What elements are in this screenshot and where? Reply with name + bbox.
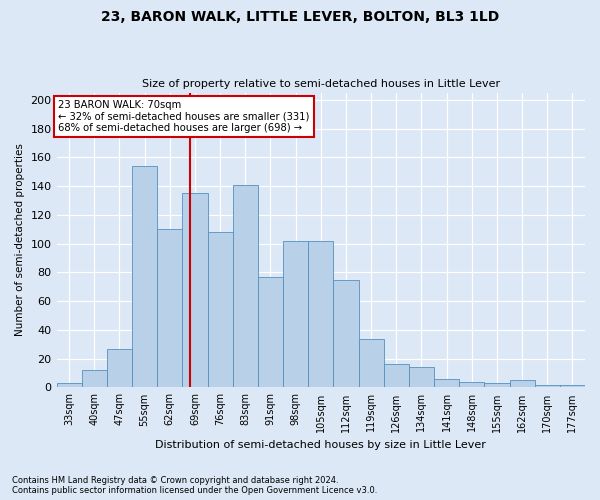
Bar <box>459 382 484 388</box>
Bar <box>107 348 132 388</box>
Bar <box>258 276 283 388</box>
Bar <box>434 379 459 388</box>
Bar <box>535 384 560 388</box>
Bar <box>308 240 334 388</box>
Bar <box>484 383 509 388</box>
Bar <box>409 368 434 388</box>
Bar <box>560 384 585 388</box>
Y-axis label: Number of semi-detached properties: Number of semi-detached properties <box>15 144 25 336</box>
Bar <box>56 383 82 388</box>
Bar <box>283 240 308 388</box>
Bar <box>334 280 359 388</box>
Text: 23, BARON WALK, LITTLE LEVER, BOLTON, BL3 1LD: 23, BARON WALK, LITTLE LEVER, BOLTON, BL… <box>101 10 499 24</box>
Bar <box>208 232 233 388</box>
Title: Size of property relative to semi-detached houses in Little Lever: Size of property relative to semi-detach… <box>142 79 500 89</box>
Bar <box>157 229 182 388</box>
X-axis label: Distribution of semi-detached houses by size in Little Lever: Distribution of semi-detached houses by … <box>155 440 486 450</box>
Bar <box>509 380 535 388</box>
Bar <box>132 166 157 388</box>
Text: 23 BARON WALK: 70sqm
← 32% of semi-detached houses are smaller (331)
68% of semi: 23 BARON WALK: 70sqm ← 32% of semi-detac… <box>58 100 310 133</box>
Bar <box>233 184 258 388</box>
Bar <box>82 370 107 388</box>
Text: Contains HM Land Registry data © Crown copyright and database right 2024.
Contai: Contains HM Land Registry data © Crown c… <box>12 476 377 495</box>
Bar <box>182 193 208 388</box>
Bar <box>359 338 383 388</box>
Bar <box>383 364 409 388</box>
